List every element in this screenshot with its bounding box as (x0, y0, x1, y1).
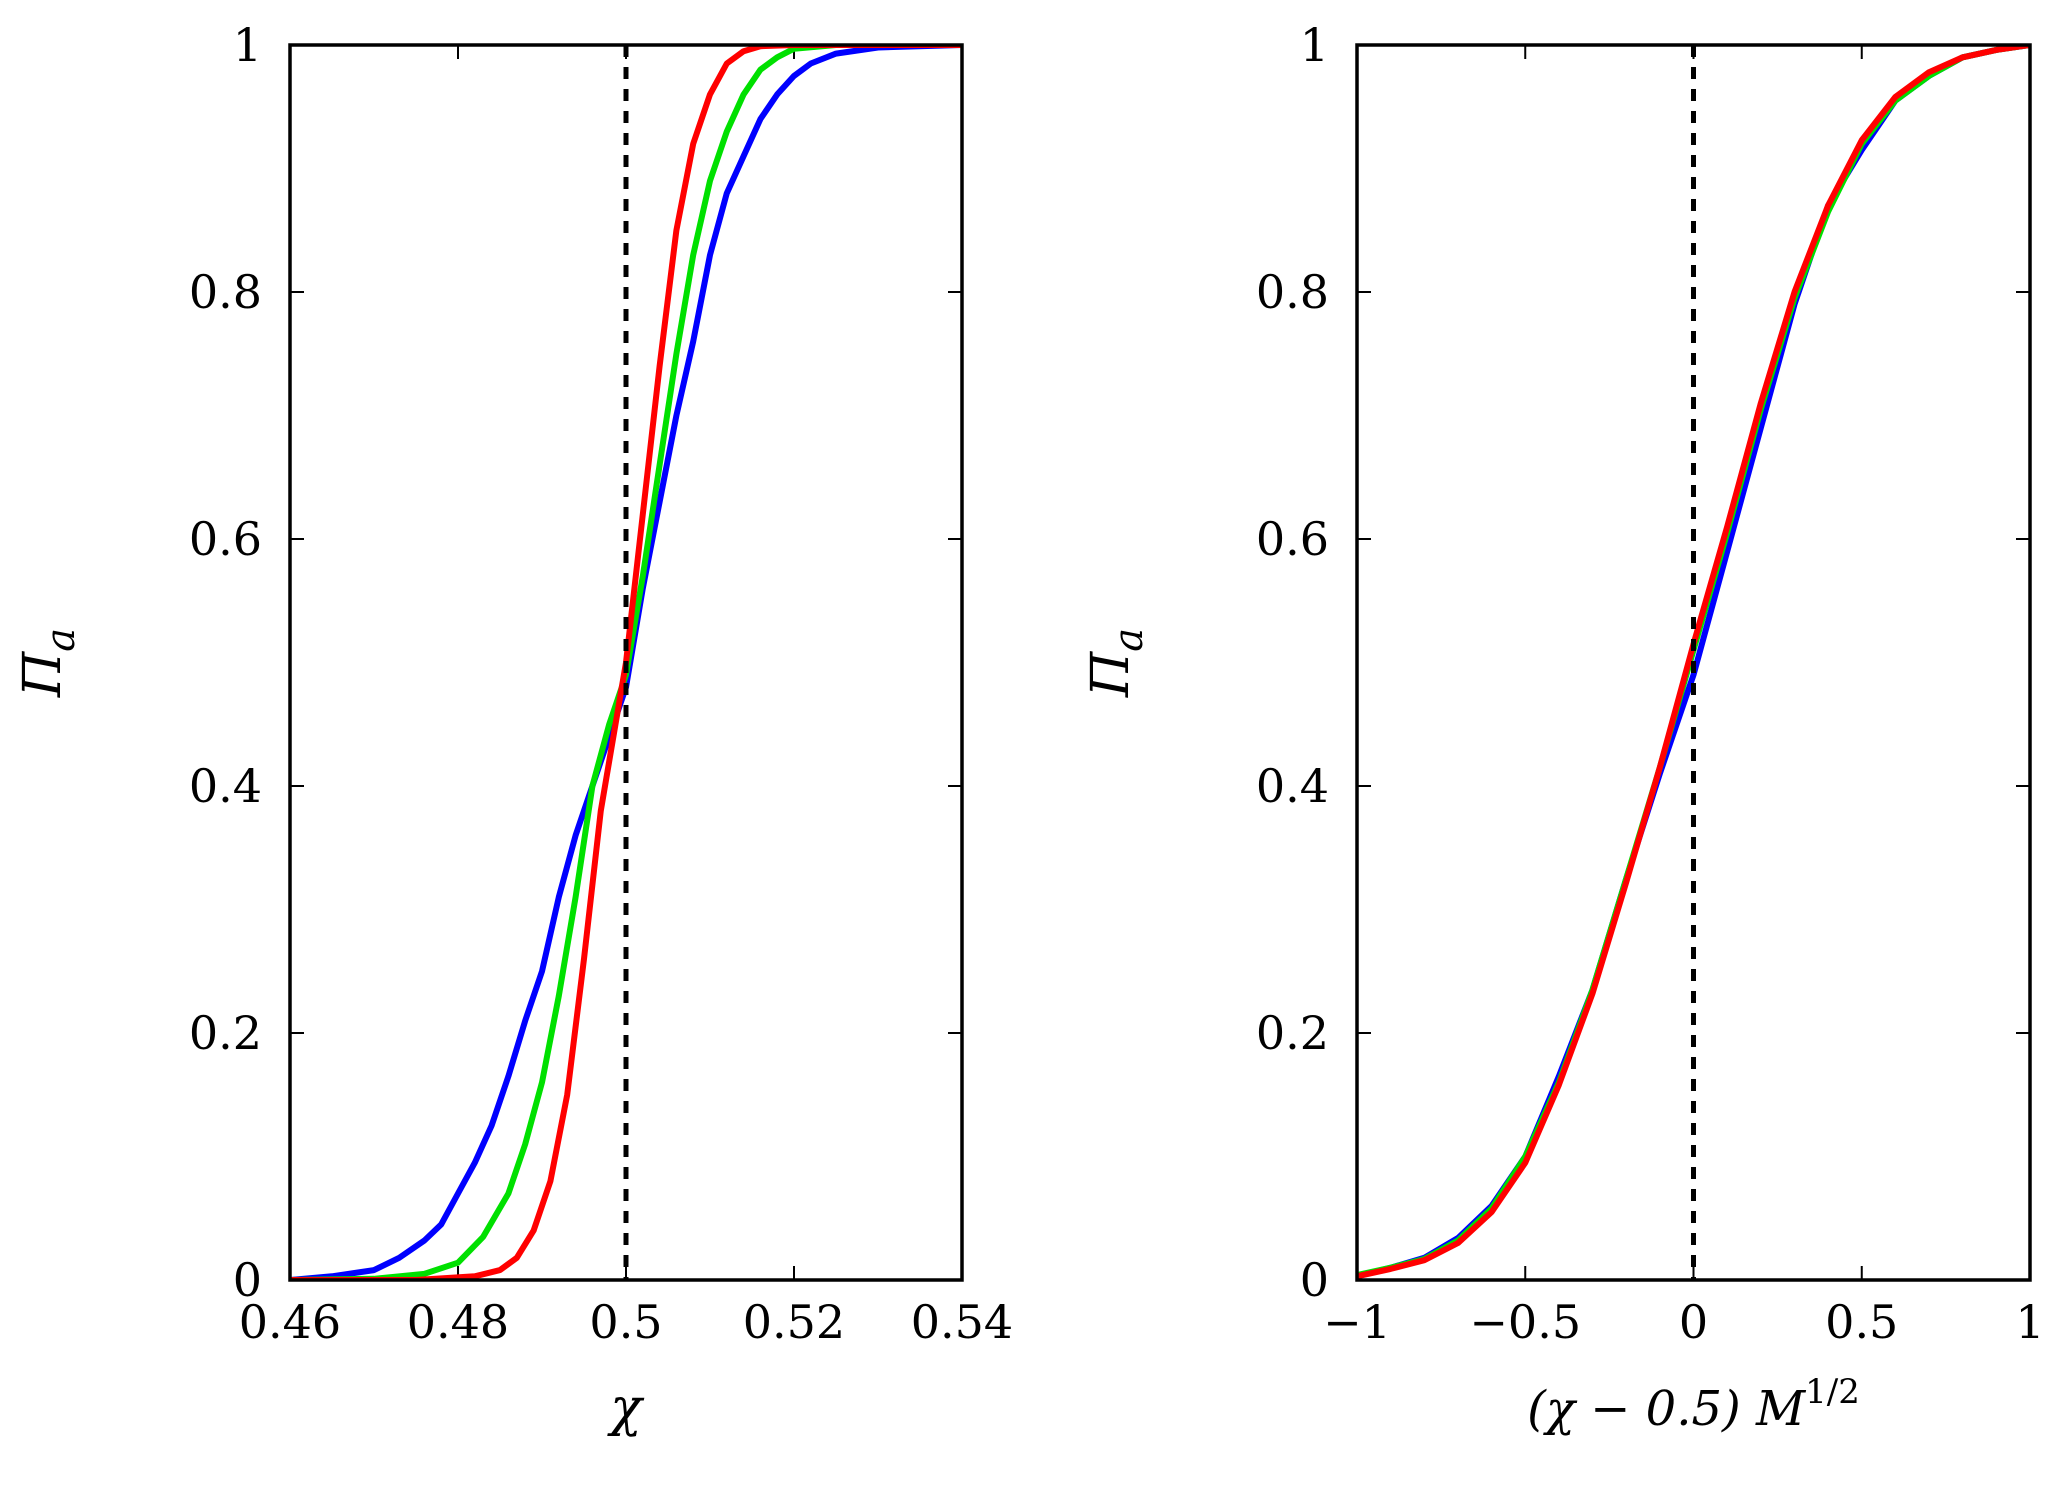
plot-frame (288, 43, 964, 1282)
y-axis-label-main: Π (1081, 650, 1141, 698)
y-axis-label-subscript: a (1106, 628, 1152, 652)
y-axis-label-main: Π (13, 650, 73, 698)
x-axis-label-main: (χ − 0.5) M (1527, 1381, 1807, 1437)
y-tick-label: 0.6 (189, 512, 262, 566)
y-axis-label: Πa (13, 628, 84, 698)
x-tick-label: 0.54 (911, 1295, 1013, 1349)
x-tick-label: −0.5 (1469, 1295, 1581, 1349)
y-tick-label: 0.4 (1256, 759, 1329, 813)
x-tick-label: 0.52 (743, 1295, 845, 1349)
y-axis-label-subscript: a (38, 628, 84, 652)
y-tick-label: 1 (233, 18, 262, 72)
y-tick-label: 1 (1300, 18, 1329, 72)
y-tick-label: 0.6 (1256, 512, 1329, 566)
y-tick-label: 0.4 (189, 759, 262, 813)
y-tick-label: 0.8 (189, 265, 262, 319)
y-tick-label: 0.2 (1256, 1006, 1329, 1060)
y-tick-label: 0 (233, 1253, 262, 1307)
plot-frame (1355, 43, 2032, 1282)
y-tick-label: 0 (1300, 1253, 1329, 1307)
y-tick-label: 0.2 (189, 1006, 262, 1060)
x-tick-label: 0.46 (239, 1295, 341, 1349)
x-tick-label: 1 (2015, 1295, 2044, 1349)
y-tick-label: 0.8 (1256, 265, 1329, 319)
x-axis-label: χ (606, 1378, 645, 1438)
x-tick-label: 0.5 (589, 1295, 662, 1349)
x-tick-label: 0 (1679, 1295, 1708, 1349)
x-tick-label: −1 (1323, 1295, 1391, 1349)
x-tick-label: 0.48 (407, 1295, 509, 1349)
series-line-red (290, 45, 962, 1280)
right-panel: −1 −0.5 0 0.5 1 0 0.2 0.4 0.6 0.8 1 Πa (χ − 0.5) M1/… (1081, 18, 2045, 1437)
x-tick-label: 0.5 (1825, 1295, 1898, 1349)
x-axis-label-superscript: 1/2 (1805, 1372, 1860, 1412)
x-axis-label: (χ − 0.5) M1/2 (1527, 1372, 1860, 1437)
plot-area (290, 45, 962, 1280)
y-axis-label: Πa (1081, 628, 1152, 698)
left-panel: 0.46 0.48 0.5 0.52 0.54 0 0.2 0.4 0.6 0.8 1 Πa χ (13, 18, 1013, 1438)
series-line-blue (290, 45, 962, 1280)
